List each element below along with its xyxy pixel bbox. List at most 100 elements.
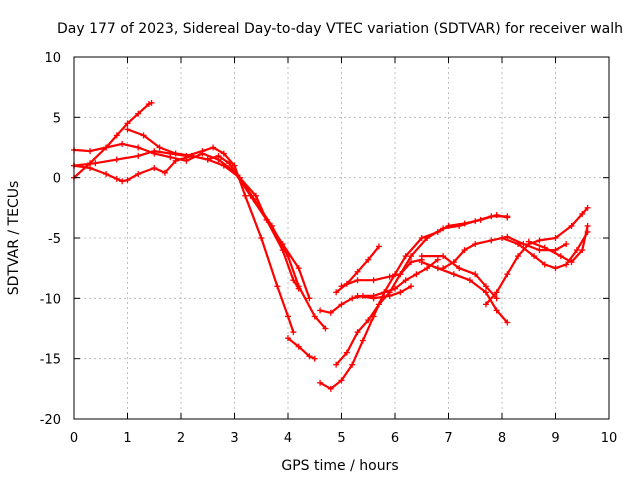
data-point bbox=[440, 265, 447, 272]
y-tick-label: -10 bbox=[40, 292, 61, 307]
data-point bbox=[242, 192, 249, 199]
data-point bbox=[135, 144, 142, 151]
series-track-b bbox=[71, 140, 313, 302]
data-point bbox=[563, 241, 570, 248]
y-tick-label: 5 bbox=[53, 111, 61, 126]
data-point bbox=[472, 271, 479, 278]
data-point bbox=[354, 277, 361, 284]
data-point bbox=[135, 171, 142, 178]
data-point bbox=[408, 253, 415, 260]
data-point bbox=[338, 301, 345, 308]
data-point bbox=[148, 99, 155, 106]
data-point bbox=[504, 271, 511, 278]
series-track-l bbox=[354, 283, 415, 302]
series-track-k bbox=[338, 256, 425, 290]
data-point bbox=[402, 277, 409, 284]
data-point bbox=[584, 222, 591, 229]
data-point bbox=[504, 213, 511, 220]
data-point bbox=[370, 277, 377, 284]
data-point bbox=[493, 295, 500, 302]
series-line bbox=[335, 215, 509, 366]
data-point bbox=[354, 329, 361, 336]
data-point bbox=[156, 144, 163, 151]
data-point bbox=[381, 289, 388, 296]
series-track-m bbox=[418, 259, 511, 326]
data-point bbox=[504, 319, 511, 326]
data-point bbox=[552, 265, 559, 272]
data-point bbox=[183, 152, 190, 159]
data-point bbox=[295, 283, 302, 290]
data-point bbox=[386, 292, 393, 299]
data-point bbox=[515, 253, 522, 260]
data-point bbox=[392, 285, 398, 292]
data-point bbox=[579, 210, 586, 217]
data-point bbox=[579, 247, 586, 254]
data-point bbox=[306, 353, 313, 360]
data-point bbox=[354, 268, 361, 275]
series-track-j bbox=[333, 243, 382, 296]
data-point bbox=[418, 253, 425, 260]
data-point bbox=[103, 144, 110, 151]
series-track-q bbox=[499, 228, 591, 272]
data-point bbox=[359, 337, 366, 344]
y-axis-label: SDTVAR / TECUs bbox=[6, 181, 22, 296]
data-point bbox=[87, 165, 94, 172]
series-line bbox=[126, 128, 327, 330]
data-point bbox=[402, 253, 409, 260]
data-point bbox=[327, 385, 334, 392]
data-point bbox=[349, 295, 356, 302]
data-series bbox=[71, 99, 591, 392]
data-point bbox=[536, 237, 543, 244]
data-point bbox=[172, 157, 179, 164]
series-track-f bbox=[285, 335, 318, 362]
data-point bbox=[354, 292, 361, 299]
data-point bbox=[386, 273, 393, 280]
data-point bbox=[317, 379, 324, 386]
data-point bbox=[311, 355, 318, 362]
data-point bbox=[493, 289, 500, 296]
series-track-a bbox=[71, 99, 155, 181]
y-tick-label: -20 bbox=[40, 413, 61, 428]
data-point bbox=[135, 152, 142, 159]
data-point bbox=[113, 132, 120, 139]
data-point bbox=[119, 178, 126, 185]
data-point bbox=[220, 150, 227, 157]
data-point bbox=[343, 349, 350, 356]
data-point bbox=[113, 175, 120, 182]
series-line bbox=[72, 101, 153, 179]
data-point bbox=[252, 192, 259, 199]
data-point bbox=[573, 247, 580, 254]
data-point bbox=[424, 235, 431, 241]
data-point bbox=[418, 259, 425, 266]
data-point bbox=[285, 313, 291, 320]
data-point bbox=[418, 235, 425, 241]
data-point bbox=[541, 244, 548, 251]
data-point bbox=[552, 247, 559, 254]
data-point bbox=[338, 377, 345, 384]
x-tick-label: 8 bbox=[498, 431, 506, 446]
data-point bbox=[349, 361, 356, 368]
data-point bbox=[124, 177, 131, 184]
data-point bbox=[584, 204, 591, 211]
x-axis-ticks: 0 1 2 3 4 5 6 7 8 9 10 bbox=[70, 57, 617, 446]
y-tick-label: 10 bbox=[44, 51, 61, 66]
data-point bbox=[210, 144, 217, 151]
data-point bbox=[290, 329, 297, 336]
x-tick-label: 0 bbox=[70, 431, 78, 446]
y-tick-label: 0 bbox=[53, 172, 61, 187]
series-line bbox=[527, 224, 589, 264]
y-tick-label: -15 bbox=[40, 353, 61, 368]
data-point bbox=[113, 156, 120, 163]
x-tick-label: 7 bbox=[444, 431, 452, 446]
data-point bbox=[434, 265, 441, 272]
series-line bbox=[319, 214, 509, 390]
data-point bbox=[375, 301, 382, 308]
data-point bbox=[434, 256, 441, 263]
x-tick-label: 9 bbox=[551, 431, 559, 446]
data-point bbox=[370, 295, 377, 302]
data-point bbox=[499, 235, 505, 241]
series-track-r bbox=[525, 222, 591, 266]
series-line bbox=[319, 258, 439, 314]
data-point bbox=[231, 162, 238, 169]
